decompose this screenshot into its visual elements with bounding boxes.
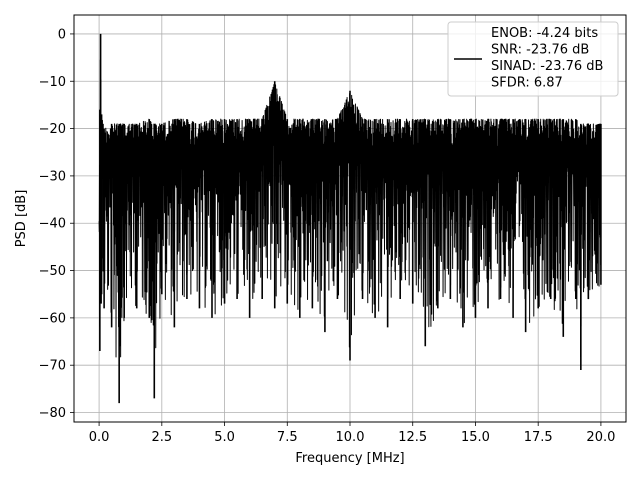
- y-tick-label: −80: [39, 406, 66, 421]
- x-tick-label: 15.0: [461, 430, 490, 445]
- x-tick-label: 12.5: [398, 430, 427, 445]
- y-tick-label: −40: [39, 217, 66, 232]
- x-axis-ticks: 0.0 2.5 5.0 7.5 10.0 12.5 15.0 17.5 20.0: [89, 422, 615, 445]
- legend-snr: SNR: -23.76 dB: [491, 43, 589, 58]
- legend-box: [447, 21, 619, 97]
- y-tick-label: −60: [39, 311, 66, 326]
- x-tick-label: 5.0: [214, 430, 235, 445]
- legend-sfdr: SFDR: 6.87: [491, 76, 563, 91]
- legend: ENOB: -4.24 bits SNR: -23.76 dB SINAD: -…: [447, 21, 619, 97]
- y-tick-label: 0: [58, 27, 66, 42]
- y-axis-ticks: 0 −10 −20 −30 −40 −50 −60 −70 −80: [39, 27, 74, 421]
- y-axis-label: PSD [dB]: [14, 190, 29, 248]
- y-tick-label: −30: [39, 169, 66, 184]
- x-tick-label: 7.5: [277, 430, 298, 445]
- x-tick-label: 17.5: [524, 430, 553, 445]
- legend-sinad: SINAD: -23.76 dB: [491, 59, 603, 74]
- y-tick-label: −10: [39, 75, 66, 90]
- x-axis-label: Frequency [MHz]: [295, 451, 404, 466]
- x-tick-label: 0.0: [89, 430, 110, 445]
- plot-area: [98, 33, 602, 404]
- y-tick-label: −20: [39, 122, 66, 137]
- legend-enob: ENOB: -4.24 bits: [491, 26, 598, 41]
- y-tick-label: −50: [39, 264, 66, 279]
- x-tick-label: 10.0: [336, 430, 365, 445]
- x-tick-label: 2.5: [151, 430, 172, 445]
- x-tick-label: 20.0: [586, 430, 615, 445]
- y-tick-label: −70: [39, 359, 66, 374]
